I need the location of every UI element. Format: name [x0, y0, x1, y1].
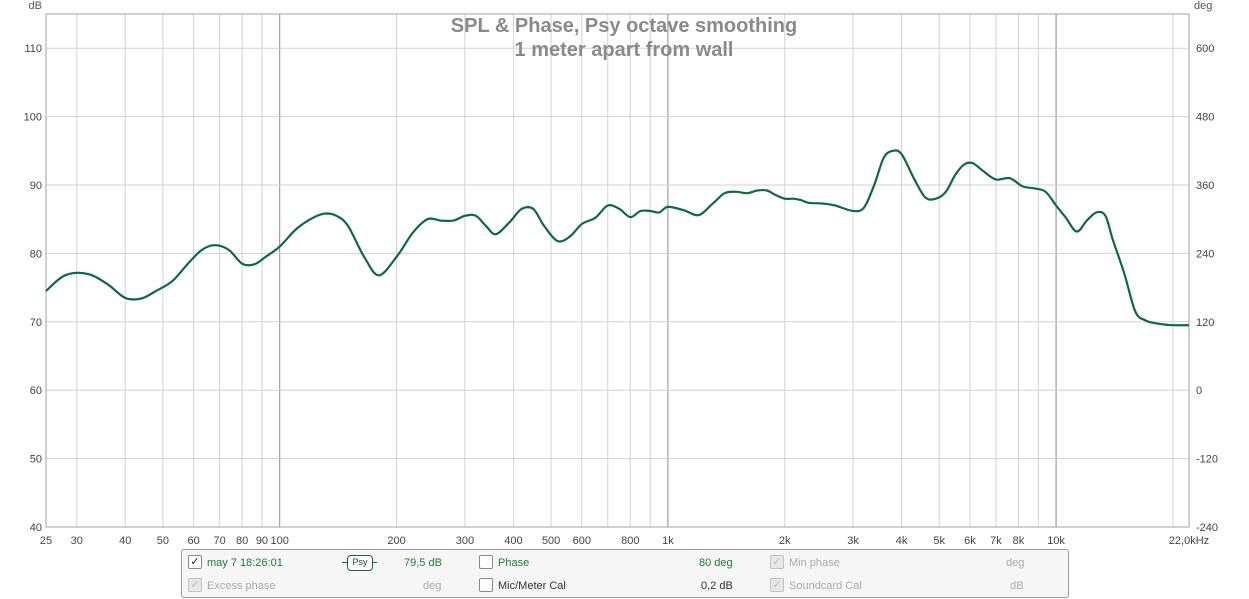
- x-tick-label: 10k: [1047, 535, 1065, 546]
- x-tick-label: 5k: [933, 535, 945, 546]
- x-tick-label: 1k: [662, 535, 674, 546]
- phase-checkbox[interactable]: [479, 555, 493, 569]
- checkmark-icon: ✓: [190, 579, 200, 591]
- y2-tick-label: 600: [1196, 43, 1214, 55]
- checkmark-icon: ✓: [772, 579, 782, 591]
- x-tick-label: 300: [456, 535, 474, 546]
- x-tick-label: 3k: [847, 535, 859, 546]
- x-tick-label: 70: [213, 535, 225, 546]
- legend-panel: ✓ may 7 18:26:01 Psy 79,5 dB Phase 80 de…: [181, 549, 1069, 598]
- chart-title: SPL & Phase, Psy octave smoothing: [451, 15, 797, 37]
- x-tick-label: 200: [387, 535, 405, 546]
- tick-labels: 405060708090100110-240-12001202403604806…: [24, 43, 1218, 546]
- y2-tick-label: 0: [1196, 385, 1202, 397]
- x-tick-label: 100: [271, 535, 289, 546]
- trace-spl-value: 79,5 dB: [404, 557, 442, 569]
- y2-tick-label: 480: [1196, 112, 1214, 124]
- x-tick-label: 600: [573, 535, 591, 546]
- smoothing-badge[interactable]: Psy: [347, 555, 373, 571]
- y2-tick-label: -240: [1196, 522, 1218, 534]
- mic-cal-checkbox[interactable]: [479, 578, 493, 592]
- y-tick-label: 50: [30, 454, 42, 466]
- min-phase-unit: deg: [1006, 557, 1025, 569]
- y2-tick-label: -120: [1196, 454, 1218, 466]
- trace-line-left: [342, 562, 347, 563]
- x-tick-label: 22,0kHz: [1169, 535, 1209, 546]
- excess-phase-label: Excess phase: [207, 580, 276, 592]
- mic-cal-label: Mic/Meter Cal: [498, 580, 566, 592]
- x-tick-label: 40: [119, 535, 131, 546]
- chart-subtitle: 1 meter apart from wall: [515, 39, 734, 61]
- min-phase-checkbox[interactable]: ✓: [770, 555, 784, 569]
- y2-tick-label: 360: [1196, 180, 1214, 192]
- x-tick-label: 7k: [990, 535, 1002, 546]
- y-tick-label: 110: [24, 43, 42, 55]
- y2-tick-label: 240: [1196, 248, 1214, 260]
- excess-phase-checkbox[interactable]: ✓: [188, 578, 202, 592]
- x-tick-label: 800: [621, 535, 639, 546]
- x-tick-label: 60: [187, 535, 199, 546]
- grid-lines: [46, 14, 1189, 528]
- soundcard-cal-unit: dB: [1010, 580, 1024, 592]
- y-tick-label: 80: [30, 248, 42, 260]
- phase-label: Phase: [498, 557, 530, 569]
- y-tick-label: 60: [30, 385, 42, 397]
- excess-phase-unit: deg: [423, 580, 442, 592]
- y-tick-label: 40: [30, 522, 42, 534]
- soundcard-cal-checkbox[interactable]: ✓: [770, 578, 784, 592]
- x-tick-label: 50: [157, 535, 169, 546]
- checkmark-icon: ✓: [772, 556, 782, 568]
- x-tick-label: 400: [504, 535, 522, 546]
- y-axis-label: dB: [29, 0, 42, 12]
- x-tick-label: 500: [542, 535, 560, 546]
- mic-cal-value: 0,2 dB: [701, 580, 733, 592]
- x-tick-label: 8k: [1013, 535, 1025, 546]
- x-tick-label: 6k: [964, 535, 976, 546]
- x-tick-label: 25: [40, 535, 52, 546]
- x-tick-label: 80: [236, 535, 248, 546]
- spl-phase-chart: SPL & Phase, Psy octave smoothing 1 mete…: [24, 0, 1218, 546]
- y-tick-label: 100: [24, 112, 42, 124]
- trace-checkbox[interactable]: ✓: [188, 555, 202, 569]
- y2-tick-label: 120: [1196, 317, 1214, 329]
- soundcard-cal-label: Soundcard Cal: [789, 580, 862, 592]
- plot-frame: [45, 13, 1190, 528]
- x-tick-label: 2k: [779, 535, 791, 546]
- spl-curve: [45, 149, 1190, 327]
- x-tick-label: 4k: [896, 535, 908, 546]
- y2-axis-label: deg: [1194, 0, 1212, 12]
- trace-line-right: [372, 562, 377, 563]
- min-phase-label: Min phase: [789, 557, 840, 569]
- trace-name: may 7 18:26:01: [207, 557, 283, 569]
- x-tick-label: 90: [256, 535, 268, 546]
- x-tick-label: 30: [71, 535, 83, 546]
- checkmark-icon: ✓: [190, 556, 200, 568]
- phase-value: 80 deg: [699, 557, 733, 569]
- y-tick-label: 90: [30, 180, 42, 192]
- y-tick-label: 70: [30, 317, 42, 329]
